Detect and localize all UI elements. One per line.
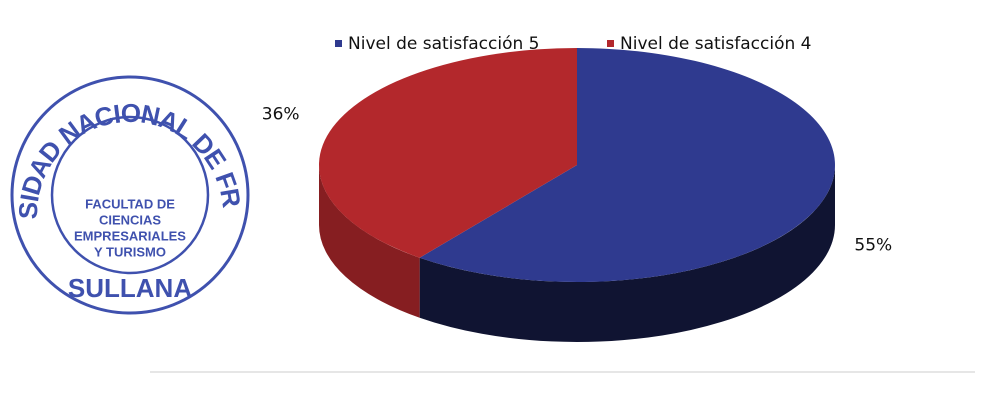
stamp-ring	[10, 75, 250, 315]
legend-label: Nivel de satisfacción 5	[348, 34, 539, 54]
legend-swatch	[607, 40, 614, 47]
data-label: 36%	[262, 104, 300, 124]
stamp-center-line: FACULTAD DE	[85, 196, 175, 211]
stamp-center-line: CIENCIAS	[99, 212, 161, 227]
stamp-bottom-text: SULLANA	[68, 273, 192, 303]
stamp-center-line: EMPRESARIALES	[74, 228, 186, 243]
stamp-center-line: Y TURISMO	[94, 244, 166, 259]
pie-slice	[318, 48, 577, 258]
stamp-inner-ring	[50, 115, 210, 275]
pie-side	[319, 165, 420, 318]
legend-swatch	[335, 40, 342, 47]
legend-label: Nivel de satisfacción 4	[620, 34, 811, 54]
data-label: 55%	[854, 236, 892, 256]
pie-slice	[419, 48, 835, 282]
pie-side	[419, 165, 835, 342]
